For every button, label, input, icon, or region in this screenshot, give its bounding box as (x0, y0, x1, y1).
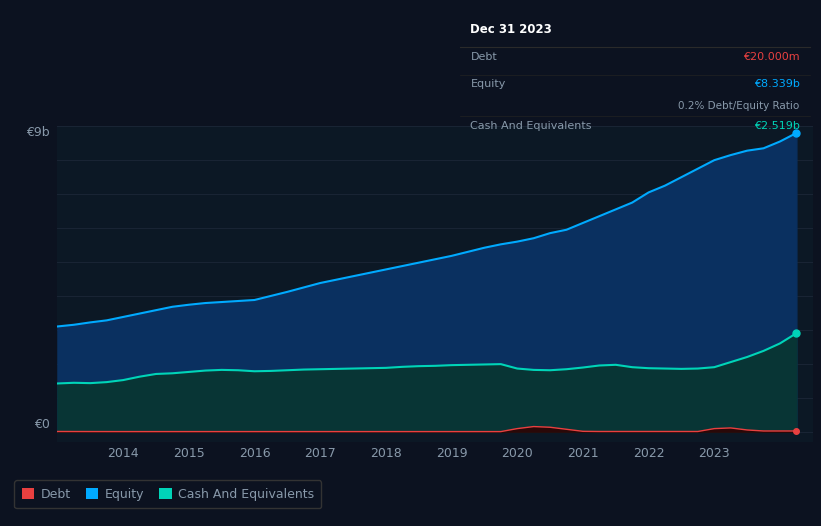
Text: Dec 31 2023: Dec 31 2023 (470, 23, 553, 36)
Text: €9b: €9b (26, 126, 50, 139)
Text: 0.2% Debt/Equity Ratio: 0.2% Debt/Equity Ratio (678, 101, 800, 112)
Legend: Debt, Equity, Cash And Equivalents: Debt, Equity, Cash And Equivalents (15, 480, 322, 509)
Text: €0: €0 (34, 418, 50, 431)
Text: Debt: Debt (470, 52, 498, 62)
Text: €20.000m: €20.000m (743, 52, 800, 62)
Text: Equity: Equity (470, 79, 506, 89)
Text: €8.339b: €8.339b (754, 79, 800, 89)
Text: €2.519b: €2.519b (754, 121, 800, 131)
Text: Cash And Equivalents: Cash And Equivalents (470, 121, 592, 131)
